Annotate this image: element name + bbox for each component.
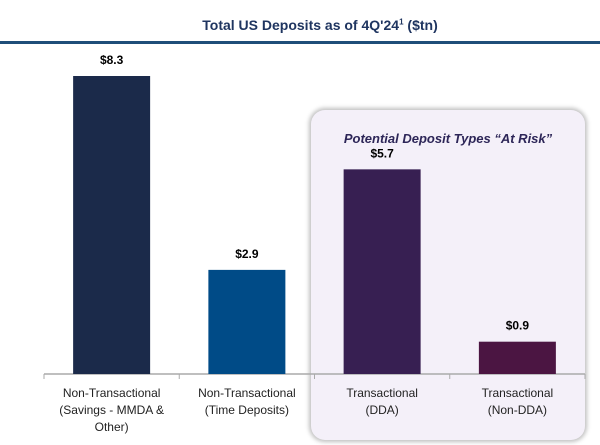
category-label-line: (Non-DDA) xyxy=(487,403,548,417)
data-label: $5.7 xyxy=(370,146,394,160)
footnote-marker: 1 xyxy=(399,17,404,27)
category-label-line: (DDA) xyxy=(365,403,399,417)
category-label-line: Non-Transactional xyxy=(62,386,161,400)
category-label-line: (Savings - MMDA & xyxy=(59,403,164,417)
category-label-line: (Time Deposits) xyxy=(204,403,289,417)
category-label-line: Transactional xyxy=(346,386,418,400)
chart-title: Total US Deposits as of 4Q'241 ($tn) xyxy=(0,17,600,33)
category-label-line: Other) xyxy=(94,420,129,434)
bar xyxy=(478,341,556,374)
at-risk-annotation: Potential Deposit Types “At Risk” xyxy=(343,131,553,146)
bar xyxy=(208,269,286,374)
chart-units: ($tn) xyxy=(407,17,438,33)
category-label: Transactional (DDA) xyxy=(315,385,450,419)
category-label: Non-Transactional (Time Deposits) xyxy=(179,385,314,419)
category-label: Transactional (Non-DDA) xyxy=(450,385,585,419)
category-label-line: Non-Transactional xyxy=(198,386,296,400)
data-label: $8.3 xyxy=(100,53,124,67)
category-label-line: Transactional xyxy=(481,386,554,400)
chart-title-text: Total US Deposits as of 4Q'24 xyxy=(202,17,400,33)
data-label: $2.9 xyxy=(235,247,259,261)
data-label: $0.9 xyxy=(506,319,530,333)
title-rule xyxy=(0,41,600,44)
category-label: Non-Transactional (Savings - MMDA & Other) xyxy=(44,385,179,436)
bar xyxy=(73,76,151,374)
bar xyxy=(343,169,421,374)
